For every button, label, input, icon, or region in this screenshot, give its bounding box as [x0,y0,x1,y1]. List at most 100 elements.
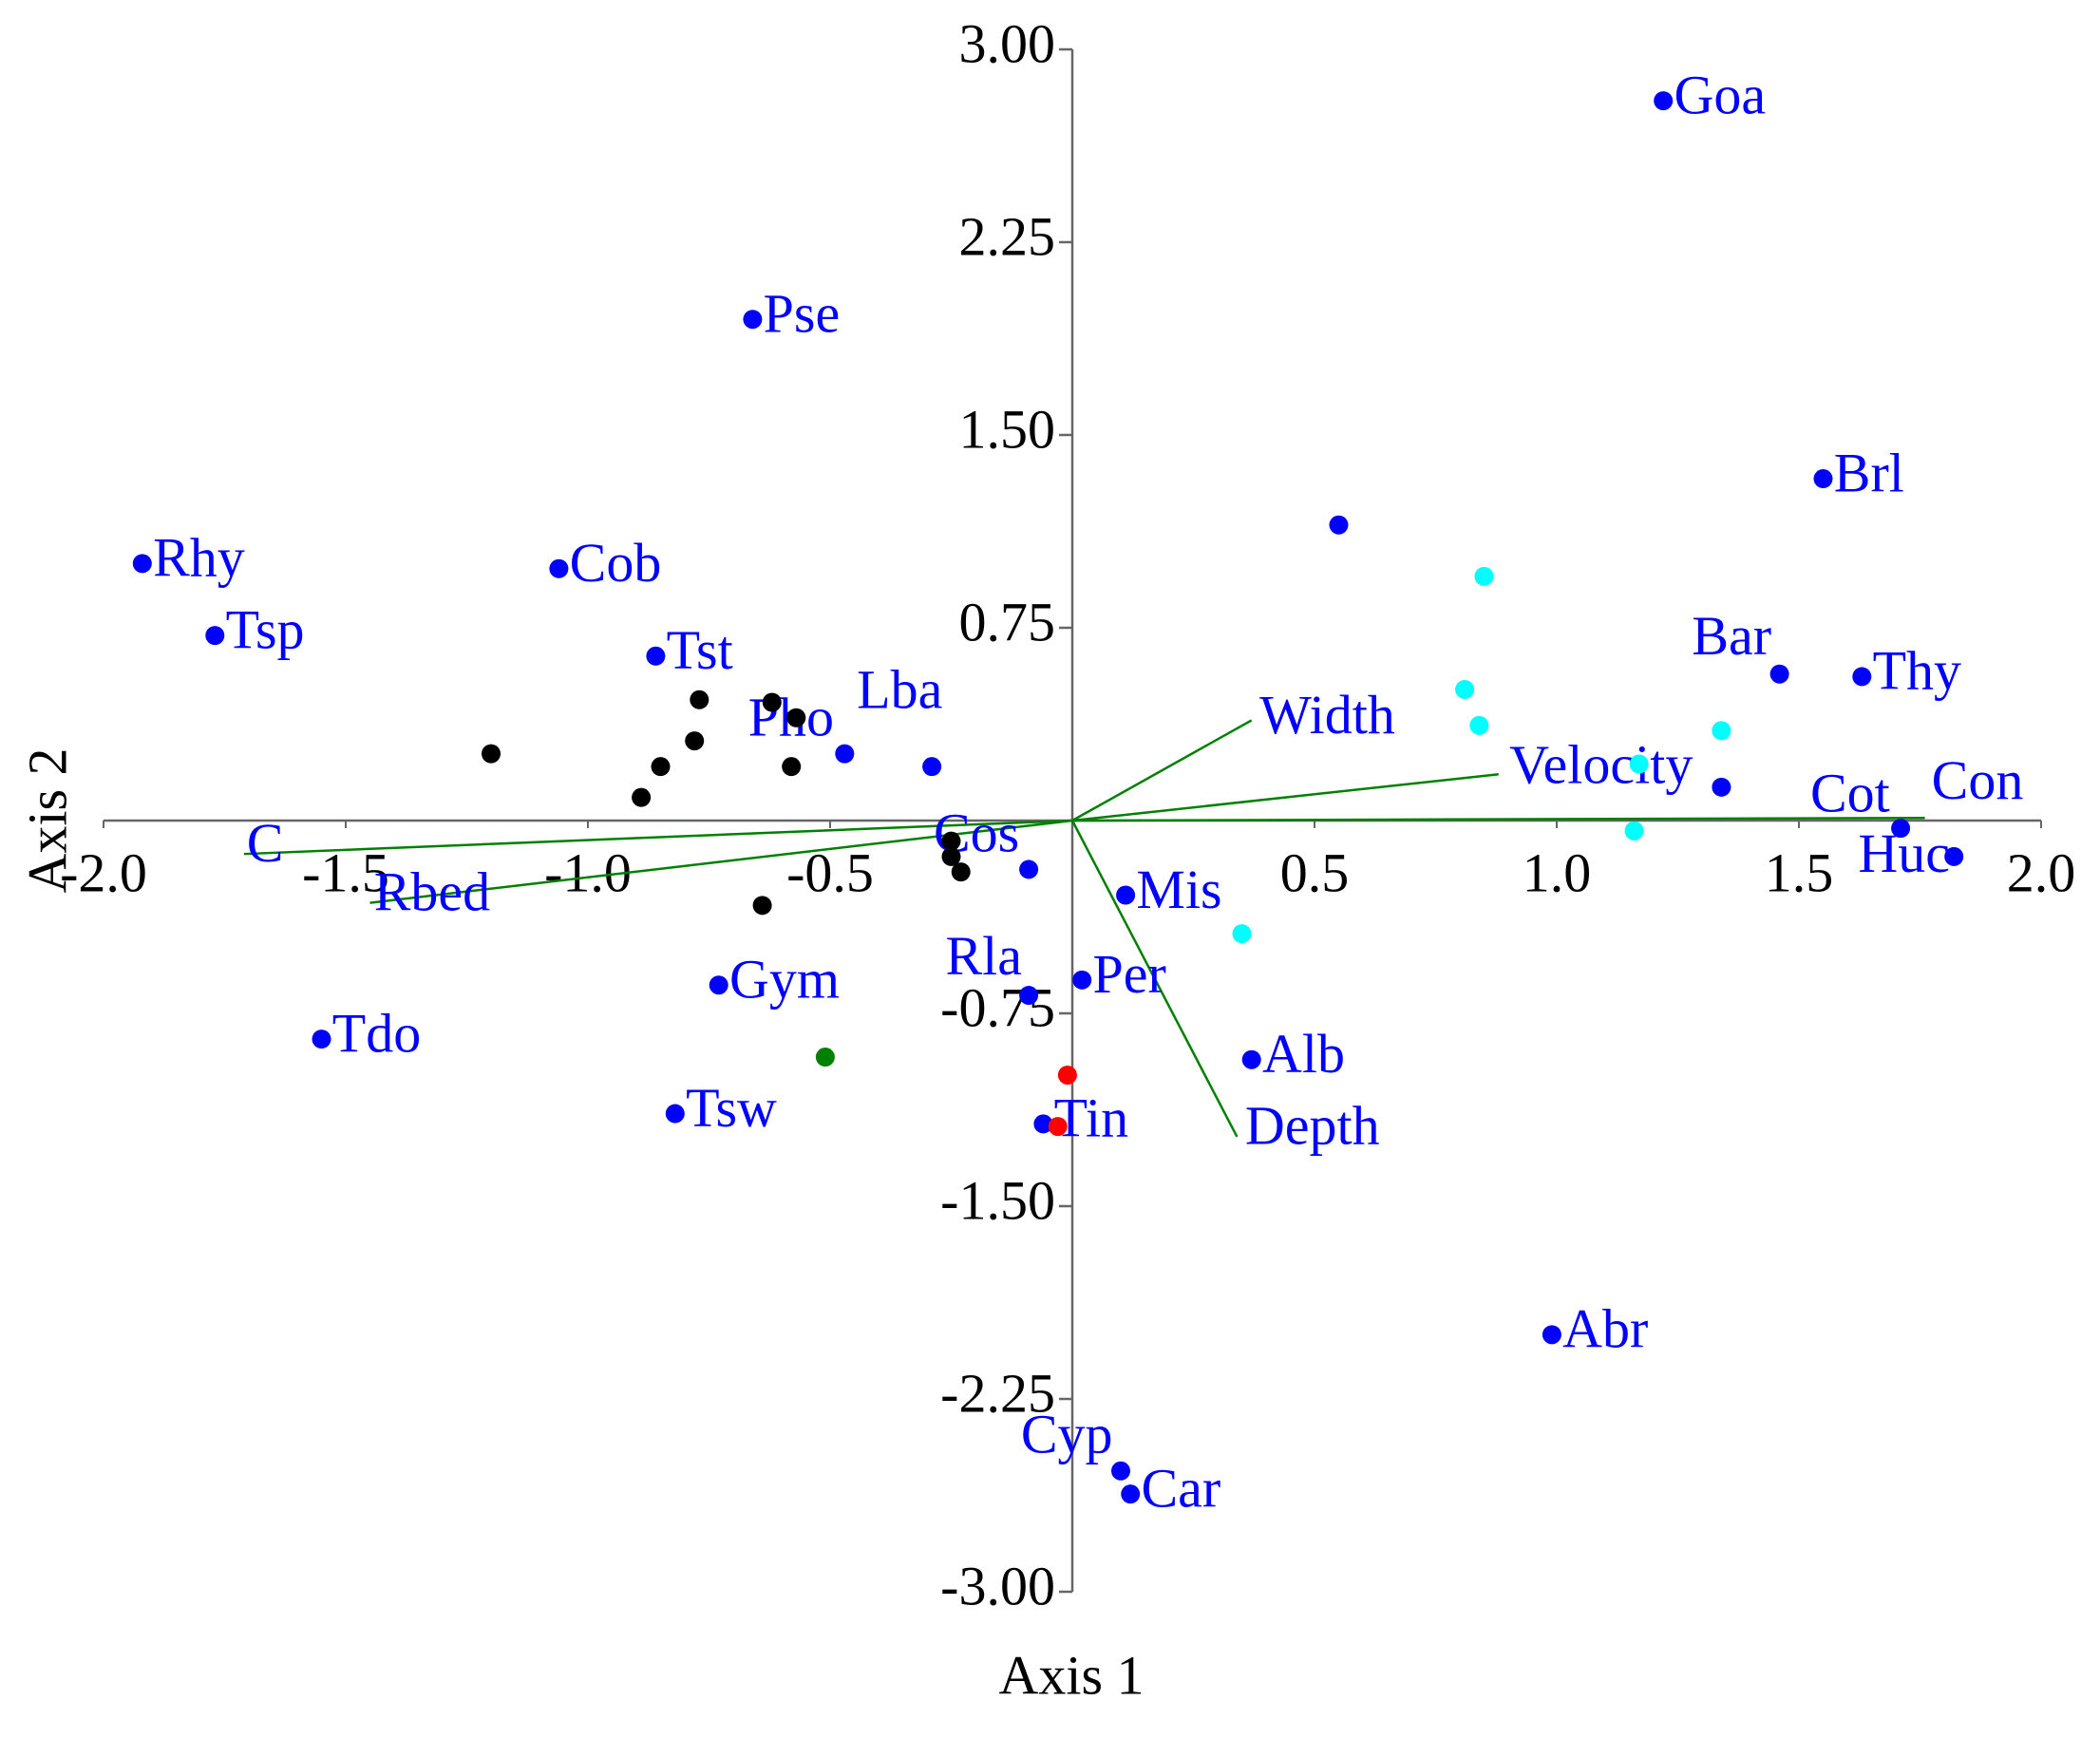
point-label: Rla [946,925,1023,987]
point [786,708,806,727]
point [1033,1114,1053,1134]
env-vector [1071,773,1499,822]
x-tick-label: 0.5 [1280,841,1350,903]
point [1329,515,1349,535]
point [312,1030,331,1049]
y-tick-label: -1.50 [940,1169,1055,1231]
x-tick-label: -2.0 [60,841,147,903]
point [1057,1065,1077,1085]
y-tick-label: 3.00 [959,12,1056,74]
point-label: Bar [1692,605,1771,667]
point [549,558,569,578]
env-vector [1071,817,1925,822]
point [835,744,855,764]
point-label: Tst [667,619,733,681]
point [743,310,763,330]
point [646,646,666,666]
y-axis-label: Axis 2 [16,747,78,893]
point [1654,91,1674,111]
point [1813,469,1833,489]
point [1769,664,1789,684]
vector-label: C [247,812,284,874]
point-label: Alb [1262,1023,1345,1085]
x-tick-label: 2.0 [2007,841,2076,903]
point [782,757,802,777]
vector-label: Width [1259,684,1395,746]
point [922,757,942,777]
x-tick-label: 1.0 [1523,841,1592,903]
point [941,831,961,851]
x-tick-label: 1.5 [1765,841,1834,903]
point [132,554,152,574]
point [762,692,782,712]
point [1116,885,1136,905]
point [1121,1484,1141,1504]
point-label: Cot [1810,762,1890,823]
point-label: Gym [729,949,840,1011]
point [1469,715,1489,735]
point-label: Mis [1136,859,1221,920]
point-label: Rhy [153,527,245,589]
point-label: Pse [764,283,841,345]
point [205,626,225,646]
point [1944,846,1964,866]
point [690,690,709,709]
point [665,1104,685,1124]
y-tick-label: -0.75 [940,976,1055,1038]
y-tick-label: -3.00 [940,1555,1055,1616]
point [951,862,971,882]
point [1019,986,1039,1006]
point [709,975,728,995]
point [1019,860,1039,879]
point-label: Per [1092,943,1165,1005]
y-tick-label: 2.25 [959,205,1056,267]
vector-label: Depth [1245,1095,1380,1157]
point-label: Tin [1054,1087,1129,1149]
point [815,1048,835,1067]
vector-label: Rbed [374,860,490,922]
point-label: Thy [1873,640,1961,702]
x-tick-label: -0.5 [786,841,874,903]
env-vector [1070,820,1239,1138]
point [1474,566,1494,586]
point [1712,777,1731,797]
point [1048,1117,1068,1137]
point-label: Huc [1858,822,1950,884]
vector-label: Con [1932,749,2024,811]
point [1072,970,1092,990]
y-tick-label: 0.75 [959,591,1056,652]
point [1455,679,1475,699]
point-label: Tsw [686,1077,777,1139]
y-tick-label: -2.25 [940,1362,1055,1424]
point [1852,667,1872,687]
point [1241,1049,1261,1069]
point [941,846,961,866]
point [1542,1325,1561,1345]
env-vector [1071,719,1253,822]
point-label: Goa [1674,64,1766,125]
vector-label: Velocity [1509,733,1693,795]
point-label: Lba [857,659,942,721]
point [1891,819,1911,839]
point-label: Cob [570,532,662,594]
point [1624,821,1644,841]
point-label: Car [1141,1457,1220,1519]
x-axis-label: Axis 1 [998,1644,1144,1706]
env-vector [243,819,1073,856]
point [632,787,652,807]
y-tick-label: 1.50 [959,398,1056,460]
point [1111,1461,1130,1481]
point [482,744,501,764]
point [1232,924,1252,944]
point-label: Brl [1834,442,1904,503]
point-label: Tdo [332,1002,421,1064]
point [1712,721,1731,741]
point [651,757,671,777]
x-tick-label: -1.0 [544,841,632,903]
point [752,896,772,916]
point-label: Tsp [226,598,305,660]
point [685,731,705,751]
point-label: Abr [1562,1298,1648,1360]
point [1629,754,1649,774]
